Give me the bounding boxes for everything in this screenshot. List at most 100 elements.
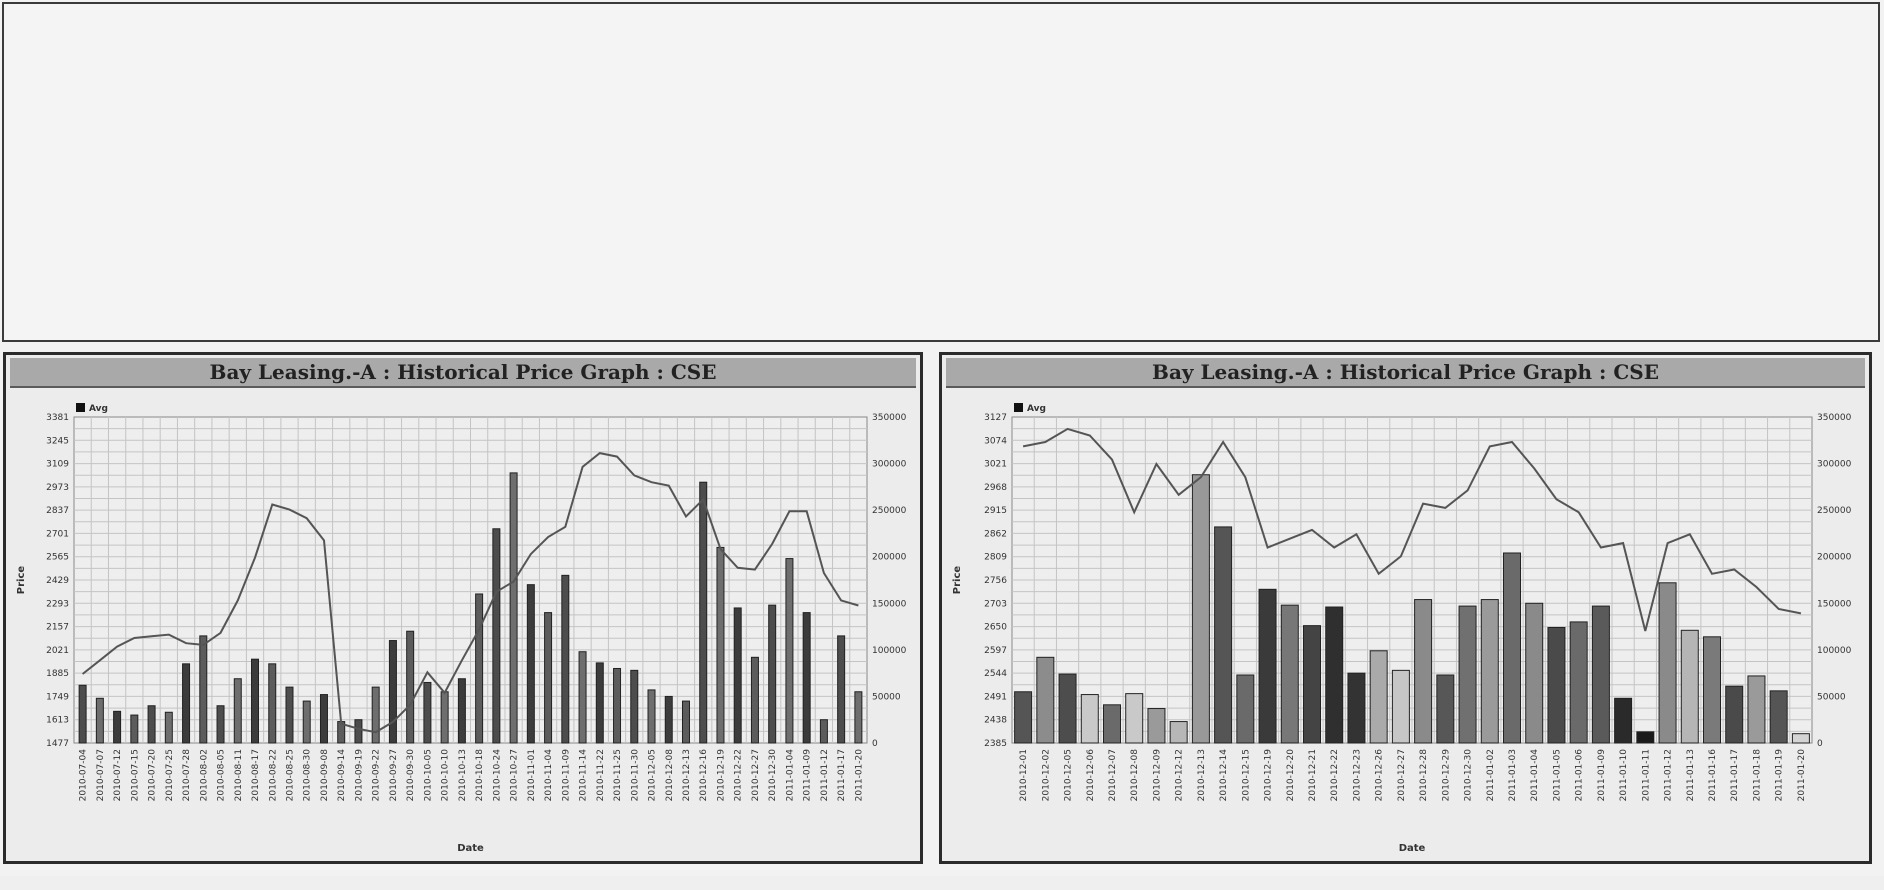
bar bbox=[837, 635, 846, 744]
bar bbox=[613, 667, 622, 744]
y-tick-label: 2491 bbox=[984, 692, 1007, 702]
y2-tick-label: 250000 bbox=[1817, 506, 1852, 516]
bar bbox=[578, 651, 587, 744]
x-tick-label: 2010-07-25 bbox=[165, 749, 175, 801]
x-tick-label: 2010-12-22 bbox=[734, 749, 744, 801]
y-tick-label: 2837 bbox=[46, 506, 69, 516]
y2-tick-label: 350000 bbox=[1817, 413, 1852, 423]
bar bbox=[1636, 731, 1655, 744]
x-tick-label: 2010-12-28 bbox=[1419, 749, 1429, 802]
x-tick-label: 2010-12-02 bbox=[1041, 749, 1051, 801]
bar bbox=[544, 612, 553, 744]
bar bbox=[1547, 627, 1566, 744]
chart-title: Bay Leasing.-A : Historical Price Graph … bbox=[946, 358, 1865, 388]
bar bbox=[1525, 602, 1544, 744]
footer-strip bbox=[0, 876, 1884, 890]
bar bbox=[509, 472, 518, 744]
y-tick-label: 2565 bbox=[46, 553, 69, 563]
y-tick-label: 2429 bbox=[46, 576, 69, 586]
bar bbox=[130, 714, 139, 744]
bar bbox=[647, 689, 656, 744]
x-tick-label: 2010-12-21 bbox=[1308, 749, 1318, 801]
y2-tick-label: 250000 bbox=[872, 506, 907, 516]
series-line-avg bbox=[81, 452, 859, 734]
x-tick-label: 2010-08-17 bbox=[251, 749, 261, 801]
bar bbox=[1414, 599, 1433, 744]
bar bbox=[1214, 526, 1233, 744]
y-tick-label: 1613 bbox=[46, 716, 69, 726]
x-tick-label: 2010-10-18 bbox=[475, 749, 485, 802]
bar bbox=[561, 574, 570, 744]
y-tick-label: 2597 bbox=[984, 646, 1007, 656]
bar bbox=[1058, 673, 1077, 744]
bar bbox=[440, 691, 449, 744]
x-tick-label: 2010-12-20 bbox=[1286, 749, 1296, 802]
x-tick-label: 2010-09-19 bbox=[354, 749, 364, 802]
x-tick-label: 2010-12-23 bbox=[1352, 749, 1362, 801]
y-tick-label: 2862 bbox=[984, 529, 1007, 539]
bar bbox=[233, 678, 242, 744]
x-tick-label: 2010-09-30 bbox=[406, 749, 416, 802]
x-tick-label: 2010-12-29 bbox=[1441, 749, 1451, 802]
x-tick-label: 2010-12-08 bbox=[1130, 749, 1140, 802]
x-axis-title: Date bbox=[1399, 843, 1426, 854]
x-tick-label: 2010-12-27 bbox=[1397, 749, 1407, 801]
bar bbox=[199, 635, 208, 744]
legend-swatch bbox=[1014, 403, 1023, 412]
bar bbox=[1236, 674, 1255, 744]
x-tick-label: 2010-07-20 bbox=[148, 749, 158, 802]
x-tick-label: 2010-12-30 bbox=[1464, 749, 1474, 802]
bar bbox=[1036, 656, 1055, 744]
y-tick-label: 1749 bbox=[46, 692, 69, 702]
x-tick-label: 2010-12-05 bbox=[1064, 749, 1074, 801]
bar bbox=[147, 705, 156, 744]
legend-swatch bbox=[76, 403, 85, 412]
x-tick-label: 2010-11-09 bbox=[561, 749, 571, 802]
chart-panel-right: Bay Leasing.-A : Historical Price Graph … bbox=[939, 352, 1872, 864]
x-tick-label: 2010-12-26 bbox=[1375, 749, 1385, 802]
bar bbox=[1458, 605, 1477, 744]
bar bbox=[716, 546, 725, 744]
x-tick-label: 2010-12-09 bbox=[1152, 749, 1162, 802]
x-tick-label: 2010-07-07 bbox=[96, 749, 106, 801]
x-tick-label: 2010-08-25 bbox=[285, 749, 295, 801]
y2-tick-label: 350000 bbox=[872, 413, 907, 423]
y-tick-label: 3381 bbox=[46, 413, 69, 423]
x-tick-label: 2010-07-28 bbox=[182, 749, 192, 802]
x-tick-label: 2011-01-09 bbox=[803, 749, 813, 802]
x-tick-label: 2010-12-19 bbox=[1264, 749, 1274, 802]
bar bbox=[319, 694, 328, 744]
bar bbox=[113, 710, 122, 744]
bar bbox=[216, 705, 225, 744]
bar bbox=[664, 695, 673, 744]
x-axis-title: Date bbox=[457, 843, 484, 854]
x-tick-label: 2010-11-01 bbox=[527, 749, 537, 801]
bar bbox=[1258, 588, 1277, 744]
x-tick-label: 2011-01-13 bbox=[1686, 749, 1696, 801]
bar bbox=[388, 640, 397, 744]
x-tick-label: 2010-12-13 bbox=[682, 749, 692, 801]
x-tick-label: 2010-12-13 bbox=[1197, 749, 1207, 801]
x-tick-label: 2010-12-22 bbox=[1330, 749, 1340, 801]
y-tick-label: 2385 bbox=[984, 739, 1007, 749]
x-tick-label: 2010-08-05 bbox=[217, 749, 227, 801]
bar bbox=[1369, 650, 1388, 744]
x-tick-label: 2010-08-22 bbox=[268, 749, 278, 801]
bar bbox=[802, 612, 811, 744]
bar bbox=[1791, 733, 1810, 744]
bar bbox=[457, 678, 466, 744]
bar bbox=[1703, 636, 1721, 744]
x-tick-label: 2011-01-12 bbox=[1664, 749, 1674, 801]
x-tick-label: 2010-10-05 bbox=[423, 749, 433, 801]
bar bbox=[475, 593, 484, 744]
bar bbox=[285, 686, 294, 744]
y2-tick-label: 300000 bbox=[872, 460, 907, 470]
x-tick-label: 2011-01-19 bbox=[1775, 749, 1785, 802]
x-tick-label: 2010-12-14 bbox=[1219, 749, 1229, 802]
bar bbox=[182, 663, 191, 744]
x-tick-label: 2010-12-06 bbox=[1086, 749, 1096, 802]
x-tick-label: 2010-12-05 bbox=[648, 749, 658, 801]
y-tick-label: 1885 bbox=[46, 669, 69, 679]
x-tick-label: 2011-01-20 bbox=[1797, 749, 1807, 802]
bar bbox=[854, 691, 863, 744]
